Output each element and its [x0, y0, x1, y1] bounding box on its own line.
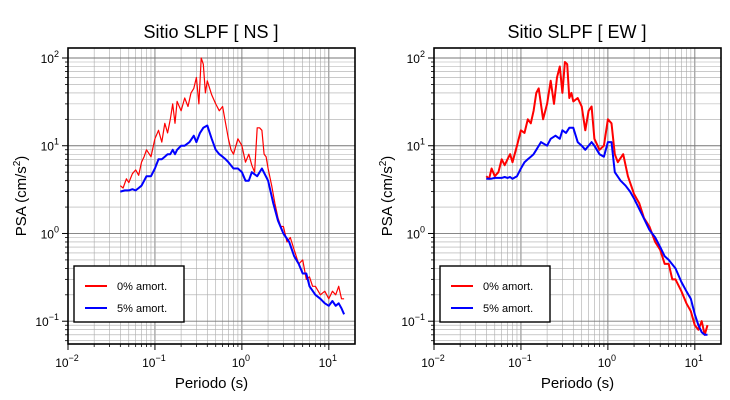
x-tick-label: 10−1: [142, 353, 166, 370]
y-tick-label: 10−1: [35, 312, 59, 329]
legend: 0% amort. 5% amort.: [439, 265, 551, 323]
chart-panel-1: 10−2 10−1 100 101 10−1 100 101 102 Sitio SLPF [ …: [12, 22, 356, 392]
series-line-amort-0: [485, 61, 709, 336]
y-tick-label: 100: [41, 224, 59, 241]
legend-label: 5% amort.: [483, 303, 533, 315]
x-tick-label: 101: [685, 353, 703, 370]
legend-box: [73, 265, 185, 323]
legend-label: 0% amort.: [483, 281, 533, 293]
series-line-amort-5: [486, 126, 708, 336]
x-tick-label: 10−1: [508, 353, 532, 370]
y-tick-label: 10−1: [401, 312, 425, 329]
x-tick-label: 10−2: [421, 353, 445, 370]
x-axis-label: Periodo (s): [541, 375, 614, 392]
legend-label: 5% amort.: [117, 303, 167, 315]
series-line-amort-5: [120, 124, 346, 315]
legend: 0% amort. 5% amort.: [73, 265, 185, 323]
series-line-amort-0: [119, 57, 345, 300]
chart-title: Sitio SLPF [ EW ]: [507, 22, 646, 42]
plot-frame: [433, 47, 722, 345]
x-tick-label: 100: [232, 353, 250, 370]
y-tick-label: 100: [407, 224, 425, 241]
legend-label: 0% amort.: [117, 281, 167, 293]
y-tick-label: 101: [41, 137, 59, 154]
y-tick-label: 101: [407, 137, 425, 154]
grid: [68, 48, 355, 344]
legend-box: [439, 265, 551, 323]
x-tick-label: 10−2: [55, 353, 79, 370]
plot-frame: [67, 47, 356, 345]
y-axis-label: PSA (cm/s2): [378, 156, 396, 237]
x-tick-label: 100: [598, 353, 616, 370]
y-tick-label: 102: [41, 49, 59, 66]
x-axis-label: Periodo (s): [175, 375, 248, 392]
y-tick-label: 102: [407, 49, 425, 66]
x-tick-label: 101: [319, 353, 337, 370]
y-axis-label: PSA (cm/s2): [12, 156, 30, 237]
chart-title: Sitio SLPF [ NS ]: [143, 22, 278, 42]
chart-panel-2: 10−2 10−1 100 101 10−1 100 101 102 Sitio SLPF [ …: [378, 22, 722, 392]
